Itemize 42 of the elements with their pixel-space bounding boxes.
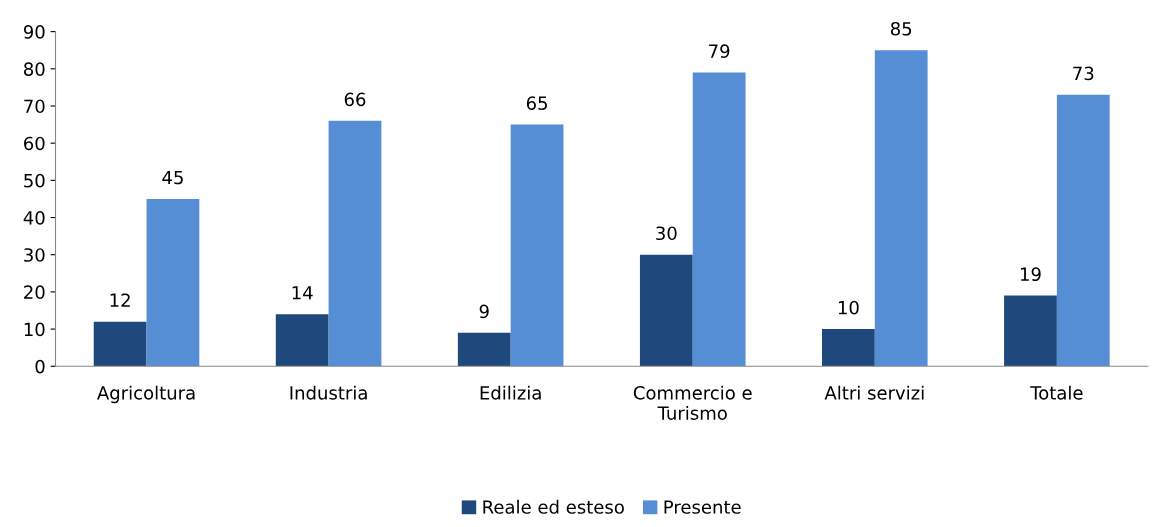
data-label: 19 bbox=[1020, 267, 1041, 282]
x-tick-label: Edilizia bbox=[480, 385, 541, 400]
data-label: 45 bbox=[162, 170, 183, 185]
y-tick-label: 0 bbox=[35, 359, 45, 374]
bar bbox=[639, 254, 693, 367]
x-tick-label: Totale bbox=[1030, 385, 1083, 400]
y-tick-label: 10 bbox=[24, 322, 45, 337]
bar bbox=[93, 321, 147, 367]
data-label: 9 bbox=[479, 304, 489, 319]
x-tick-label: Commercio e Turismo bbox=[633, 385, 752, 420]
bar bbox=[146, 198, 200, 367]
bar bbox=[692, 72, 746, 367]
bar bbox=[874, 50, 928, 367]
y-tick-label: 50 bbox=[24, 173, 45, 188]
bar bbox=[457, 332, 511, 367]
bar bbox=[1004, 295, 1057, 367]
bar bbox=[328, 120, 382, 367]
y-tick-label: 60 bbox=[24, 136, 45, 151]
data-label: 10 bbox=[838, 300, 859, 315]
data-label: 14 bbox=[292, 286, 313, 300]
x-tick-label: Agricoltura bbox=[97, 385, 195, 404]
y-tick-label: 30 bbox=[24, 248, 45, 262]
bar bbox=[822, 329, 875, 367]
data-label: 65 bbox=[526, 96, 547, 110]
bar bbox=[275, 314, 329, 367]
y-tick-label: 80 bbox=[24, 62, 45, 76]
x-tick-label: Altri servizi bbox=[824, 385, 924, 400]
data-label: 73 bbox=[1073, 66, 1094, 81]
legend-label: Reale ed esteso bbox=[483, 499, 624, 514]
y-tick-label: 90 bbox=[23, 25, 45, 39]
data-label: 30 bbox=[656, 226, 677, 241]
legend-label: Presente bbox=[664, 500, 741, 514]
y-tick-label: 40 bbox=[23, 210, 45, 225]
bar bbox=[1056, 94, 1110, 367]
bar bbox=[510, 124, 564, 367]
x-tick-label: Industria bbox=[290, 385, 367, 400]
data-label: 12 bbox=[110, 293, 130, 307]
y-tick-label: 70 bbox=[24, 99, 45, 114]
data-label: 85 bbox=[890, 21, 912, 36]
data-label: 79 bbox=[709, 44, 730, 58]
data-label: 66 bbox=[344, 92, 366, 107]
y-tick-label: 20 bbox=[24, 285, 45, 300]
